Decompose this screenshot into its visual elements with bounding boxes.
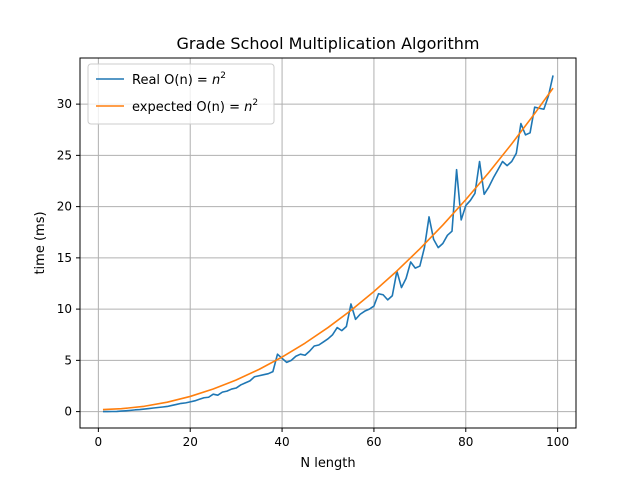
- legend-label: Real O(n) = n2: [132, 71, 226, 88]
- y-tick-label: 15: [57, 251, 72, 265]
- y-tick-label: 5: [64, 353, 72, 367]
- plot-frame: [79, 57, 577, 429]
- legend: Real O(n) = n2 expected O(n) = n2: [87, 63, 275, 125]
- y-tick-label: 0: [64, 405, 72, 419]
- x-axis-label: N length: [300, 456, 355, 471]
- x-tick-label: 80: [458, 435, 473, 449]
- y-tick-label: 25: [57, 148, 72, 162]
- x-tick-label: 20: [183, 435, 198, 449]
- series-line-expected: [102, 87, 554, 411]
- chart-title: Grade School Multiplication Algorithm: [177, 34, 480, 53]
- legend-label: expected O(n) = n2: [132, 98, 258, 115]
- y-tick-label: 10: [57, 302, 72, 316]
- y-tick-label: 20: [57, 200, 72, 214]
- x-tick-label: 40: [274, 435, 289, 449]
- x-tick-label: 60: [366, 435, 381, 449]
- y-tick-label: 30: [57, 97, 72, 111]
- series-line-real: [102, 75, 554, 413]
- legend-box: [87, 63, 275, 125]
- y-axis-label: time (ms): [33, 211, 48, 274]
- grid: [80, 58, 576, 428]
- ticks: 0 20 40 60 80 100 0 5 10 15 20 25 30: [57, 97, 569, 449]
- series-layer: [102, 75, 554, 413]
- x-tick-label: 100: [546, 435, 569, 449]
- x-tick-label: 0: [95, 435, 103, 449]
